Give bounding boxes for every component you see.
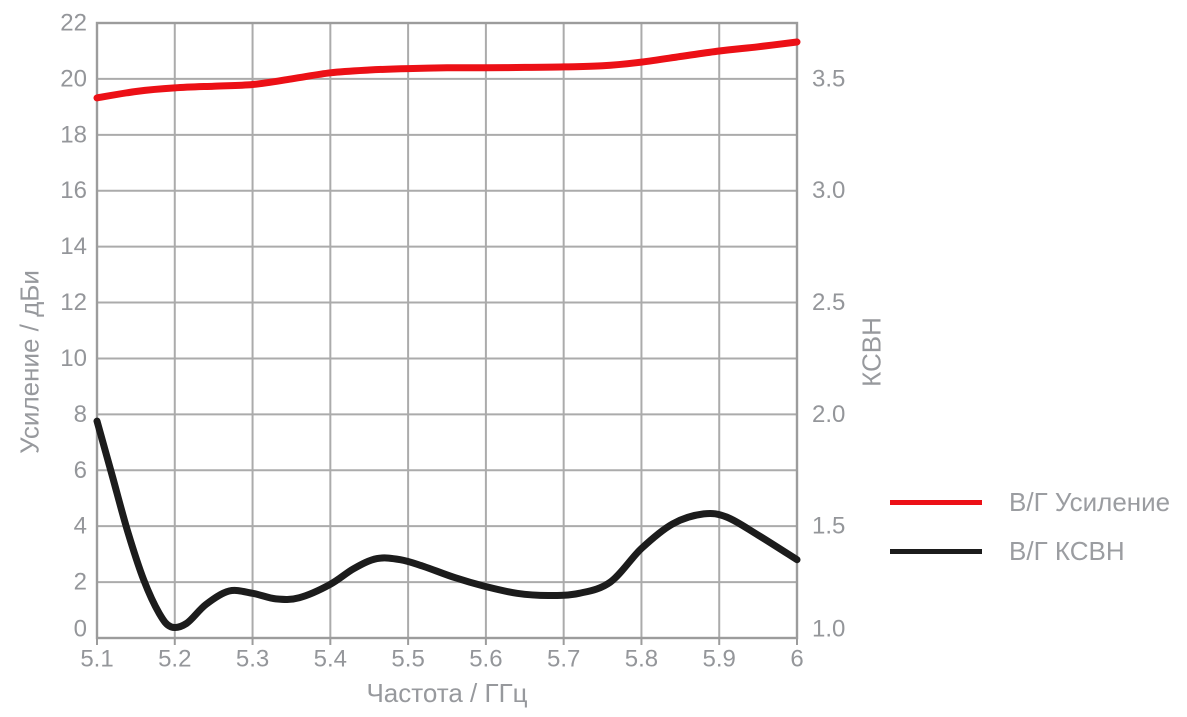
x-axis-tick-label: 5.7 — [547, 646, 580, 673]
legend-item-vswr: В/Г КСВН — [890, 533, 1170, 569]
left-axis-tick-label: 16 — [60, 177, 87, 204]
x-axis-tick-label: 5.5 — [391, 646, 424, 673]
left-axis-tick-label: 6 — [74, 457, 87, 484]
x-axis-tick-label: 5.3 — [236, 646, 269, 673]
left-axis-tick-label: 12 — [60, 289, 87, 316]
x-axis-tick-label: 6 — [790, 646, 803, 673]
vswr-line-swatch — [890, 548, 982, 554]
left-axis-tick-label: 14 — [60, 233, 87, 260]
right-axis-tick-label: 3.0 — [812, 177, 845, 204]
x-axis-tick-label: 5.1 — [80, 646, 113, 673]
left-axis-tick-label: 18 — [60, 121, 87, 148]
gain-line-series — [93, 38, 801, 102]
left-y-axis-title-text: Усиление / дБи — [14, 270, 45, 454]
legend: В/Г Усиление В/Г КСВН — [890, 484, 1170, 569]
left-axis-tick-label: 20 — [60, 65, 87, 92]
left-axis-tick-label: 10 — [60, 345, 87, 372]
legend-label-vswr: В/Г КСВН — [1009, 535, 1125, 566]
x-axis-tick-label: 5.6 — [469, 646, 502, 673]
left-axis-tick-label: 4 — [74, 513, 87, 540]
left-axis-tick-label: 22 — [60, 10, 87, 37]
left-axis-tick-label: 2 — [74, 569, 87, 596]
x-axis-title: Частота / ГГц — [366, 678, 528, 708]
x-axis-tick-label: 5.8 — [625, 646, 658, 673]
right-axis-tick-label: 2.5 — [812, 289, 845, 316]
right-axis-tick-label: 1.5 — [812, 513, 845, 540]
right-axis-tick-label: 2.0 — [812, 401, 845, 428]
right-axis-tick-label: 3.5 — [812, 65, 845, 92]
x-axis-tick-label: 5.2 — [158, 646, 191, 673]
right-y-axis-title-text: КСВН — [856, 317, 887, 387]
x-axis-tick-label: 5.9 — [703, 646, 736, 673]
legend-item-gain: В/Г Усиление — [890, 484, 1170, 520]
right-axis-tick-label: 1.0 — [812, 616, 845, 643]
plot-border — [95, 21, 799, 640]
vswr-line-series — [93, 417, 801, 632]
x-axis-tick-label: 5.4 — [314, 646, 347, 673]
gain-line-swatch — [890, 499, 982, 505]
left-axis-tick-label: 0 — [74, 616, 87, 643]
legend-label-gain: В/Г Усиление — [1009, 486, 1171, 517]
left-axis-tick-label: 8 — [74, 401, 87, 428]
